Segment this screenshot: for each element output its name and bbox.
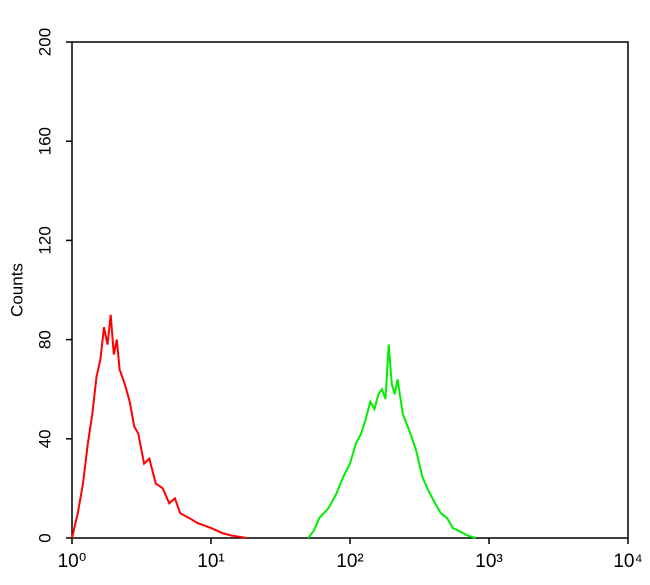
y-axis-label: Counts [7,263,26,317]
histogram-line [71,314,247,539]
x-tick-label: 10⁰ [58,551,87,572]
x-tick-label: 10³ [475,551,502,572]
x-tick-label: 10⁴ [613,551,642,572]
y-tick-label: 40 [35,429,54,448]
y-tick-label: 120 [35,226,54,254]
x-tick-label: 10¹ [197,551,224,572]
histogram-line [307,344,476,539]
y-tick-label: 160 [35,127,54,155]
y-tick-label: 200 [35,28,54,56]
y-tick-label: 0 [35,533,54,542]
y-tick-label: 80 [35,330,54,349]
x-tick-label: 10² [336,551,363,572]
